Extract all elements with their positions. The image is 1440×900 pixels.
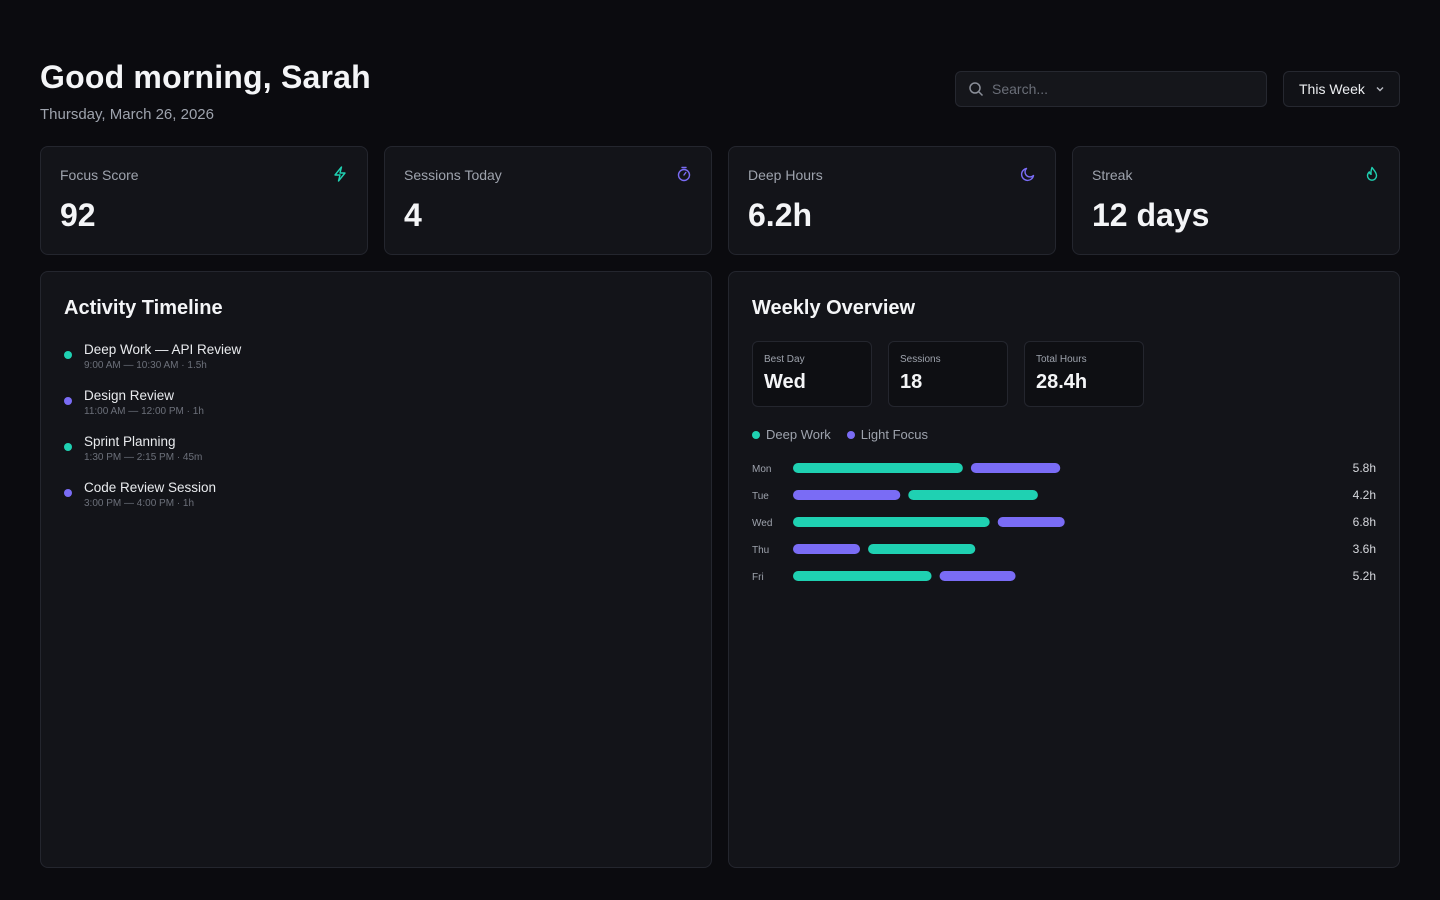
timeline-item-title: Code Review Session xyxy=(84,480,217,495)
bar-segment-deep-work xyxy=(793,571,932,581)
timeline-item-title: Design Review xyxy=(84,388,175,403)
date-range-dropdown[interactable]: This Week xyxy=(1283,71,1400,107)
chart-legend: Deep Work Light Focus xyxy=(752,427,944,442)
activity-timeline-panel: Activity Timeline Deep Work — API Review… xyxy=(40,271,712,868)
bar-category-label: Tue xyxy=(752,491,769,502)
mini-stat-value: 18 xyxy=(900,371,923,393)
legend-swatch xyxy=(752,430,760,439)
legend-label: Light Focus xyxy=(860,427,928,442)
mini-stat-value: 28.4h xyxy=(1036,371,1088,393)
bar-category-label: Mon xyxy=(752,464,771,475)
timeline-item-meta: 1:30 PM — 2:15 PM · 45m xyxy=(84,452,203,463)
mini-stat-sessions: Sessions 18 xyxy=(888,341,1008,407)
legend-entry-light-focus: Light Focus xyxy=(846,427,928,442)
search-input[interactable] xyxy=(992,81,1252,97)
bar-segment-deep-work xyxy=(868,544,976,554)
date-range-label: This Week xyxy=(1299,81,1365,97)
bar-total-label: 5.8h xyxy=(1353,461,1376,475)
bar-category-label: Wed xyxy=(752,518,772,529)
timeline-dot xyxy=(64,351,72,359)
bar-total-label: 3.6h xyxy=(1353,542,1376,556)
timeline-item-meta: 11:00 AM — 12:00 PM · 1h xyxy=(84,406,204,417)
mini-stat-label: Best Day xyxy=(764,354,805,365)
mini-stat-value: Wed xyxy=(764,371,806,393)
bar-segment-light-focus xyxy=(939,571,1016,581)
mini-stat-label: Total Hours xyxy=(1036,354,1087,365)
mini-stat-best-day: Best Day Wed xyxy=(752,341,872,407)
timeline-dot xyxy=(64,397,72,405)
timer-icon xyxy=(677,166,691,182)
bar-segment-deep-work xyxy=(908,490,1038,500)
timeline-dot xyxy=(64,443,72,451)
bar-segment-light-focus xyxy=(793,544,861,554)
panel-title: Weekly Overview xyxy=(752,297,916,319)
weekly-overview-panel: Weekly Overview Best Day Wed Sessions 18… xyxy=(728,271,1400,868)
stat-label: Focus Score xyxy=(60,167,139,183)
stat-value: 92 xyxy=(60,197,96,233)
bar-segment-light-focus xyxy=(970,463,1061,473)
bar-total-label: 6.8h xyxy=(1353,515,1376,529)
bar-category-label: Fri xyxy=(752,572,764,583)
stat-card-sessions-today: Sessions Today 4 xyxy=(384,146,712,255)
mini-stat-total-hours: Total Hours 28.4h xyxy=(1024,341,1144,407)
search-box[interactable] xyxy=(955,71,1267,107)
stat-label: Streak xyxy=(1092,167,1133,183)
stat-value: 12 days xyxy=(1092,197,1210,233)
legend-entry-deep-work: Deep Work xyxy=(752,427,831,442)
bar-total-label: 5.2h xyxy=(1353,569,1376,583)
stat-card-streak: Streak 12 days xyxy=(1072,146,1400,255)
moon-icon xyxy=(1020,167,1035,182)
bar-segment-light-focus xyxy=(793,490,901,500)
lightning-icon xyxy=(334,166,346,182)
page-title: Good morning, Sarah xyxy=(40,59,371,95)
stat-card-deep-hours: Deep Hours 6.2h xyxy=(728,146,1056,255)
timeline-item-title: Sprint Planning xyxy=(84,434,176,449)
chevron-down-icon xyxy=(1376,87,1384,92)
stat-value: 4 xyxy=(404,197,422,233)
stat-label: Deep Hours xyxy=(748,167,823,183)
bar-total-label: 4.2h xyxy=(1353,488,1376,502)
stat-label: Sessions Today xyxy=(404,167,502,183)
timeline-item-meta: 9:00 AM — 10:30 AM · 1.5h xyxy=(84,360,207,371)
flame-icon xyxy=(1366,166,1378,181)
legend-label: Deep Work xyxy=(766,427,831,442)
timeline-dot xyxy=(64,489,72,497)
search-icon xyxy=(969,82,984,97)
current-date: Thursday, March 26, 2026 xyxy=(40,106,214,123)
stat-card-focus-score: Focus Score 92 xyxy=(40,146,368,255)
legend-swatch xyxy=(846,430,855,439)
timeline-item-meta: 3:00 PM — 4:00 PM · 1h xyxy=(84,498,195,509)
panel-title: Activity Timeline xyxy=(64,297,223,319)
weekly-bar-chart: Mon 5.8h Tue 4.2h Wed 6.8h Thu 3.6h Fri 5.2h xyxy=(752,461,1376,583)
mini-stat-label: Sessions xyxy=(900,354,941,365)
bar-segment-light-focus xyxy=(997,517,1065,527)
timeline-item-title: Deep Work — API Review xyxy=(84,342,242,357)
bar-segment-deep-work xyxy=(793,517,990,527)
stat-value: 6.2h xyxy=(748,197,813,233)
header: Good morning, Sarah Thursday, March 26, … xyxy=(40,58,371,123)
bar-category-label: Thu xyxy=(752,545,769,556)
bar-segment-deep-work xyxy=(793,463,963,473)
